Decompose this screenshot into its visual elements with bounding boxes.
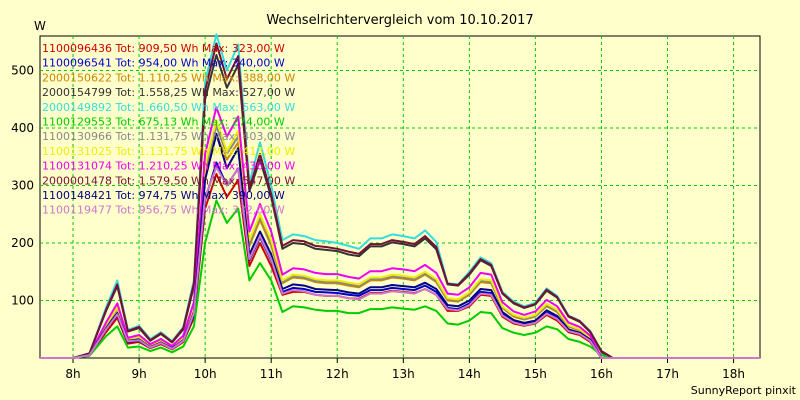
- x-tick-label: 12h: [326, 367, 349, 381]
- legend-entry-1: 1100096436 Tot: 909,50 Wh Max: 323,00 W: [42, 42, 285, 55]
- x-tick-label: 8h: [65, 367, 80, 381]
- legend-entry-5: 2000149892 Tot: 1.660,50 Wh Max: 563,00 …: [42, 101, 295, 114]
- plot-area: [39, 35, 761, 359]
- series-lines: [40, 33, 760, 359]
- y-tick-label: 300: [11, 179, 34, 193]
- x-axis-ticks: 8h 9h 10h 11h 12h 13h 14h 15h 16h 17h 18h: [65, 358, 745, 381]
- y-tick-label: 200: [11, 236, 34, 250]
- series-line-12: [40, 166, 760, 359]
- footer-credit: SunnyReport pinxit: [691, 384, 797, 397]
- legend-entry-12: 1100119477 Tot: 956,75 Wh Max: 332,00 W: [42, 204, 285, 217]
- legend-entry-10: 2000001478 Tot: 1.579,50 Wh Max: 547,00 …: [42, 174, 295, 187]
- legend-entry-2: 1100096541 Tot: 954,00 Wh Max: 340,00 W: [42, 57, 285, 70]
- legend-entry-8: 1100131025 Tot: 1.131,75 Wh Max: 413,00 …: [42, 145, 295, 158]
- x-tick-label: 13h: [392, 367, 415, 381]
- y-tick-label: 100: [11, 294, 34, 308]
- x-tick-label: 17h: [656, 367, 679, 381]
- legend-entry-4: 2000154799 Tot: 1.558,25 Wh Max: 527,00 …: [42, 86, 295, 99]
- x-tick-label: 11h: [260, 367, 283, 381]
- y-axis-ticks: 100 200 300 400 500: [11, 64, 34, 308]
- y-tick-label: 500: [11, 64, 34, 78]
- legend-entry-7: 1100130966 Tot: 1.131,75 Wh Max: 403,00 …: [42, 130, 295, 143]
- legend-entry-3: 2000150622 Tot: 1.110,25 Wh Max: 388,00 …: [42, 71, 295, 84]
- legend-entry-11: 1100148421 Tot: 974,75 Wh Max: 390,00 W: [42, 189, 285, 202]
- y-tick-label: 400: [11, 121, 34, 135]
- chart-title: Wechselrichtervergleich vom 10.10.2017: [266, 13, 533, 28]
- x-tick-label: 18h: [722, 367, 745, 381]
- x-tick-label: 16h: [590, 367, 613, 381]
- x-tick-label: 9h: [131, 367, 146, 381]
- x-tick-label: 14h: [458, 367, 481, 381]
- legend: 1100096436 Tot: 909,50 Wh Max: 323,00 W 1…: [42, 42, 295, 217]
- x-tick-label: 15h: [524, 367, 547, 381]
- legend-entry-9: 1100131074 Tot: 1.210,25 Wh Max: 436,00 …: [42, 160, 295, 173]
- y-axis-label: W: [34, 19, 46, 33]
- x-tick-label: 10h: [194, 367, 217, 381]
- legend-entry-6: 1100129553 Tot: 675,13 Wh Max: 274,00 W: [42, 116, 285, 129]
